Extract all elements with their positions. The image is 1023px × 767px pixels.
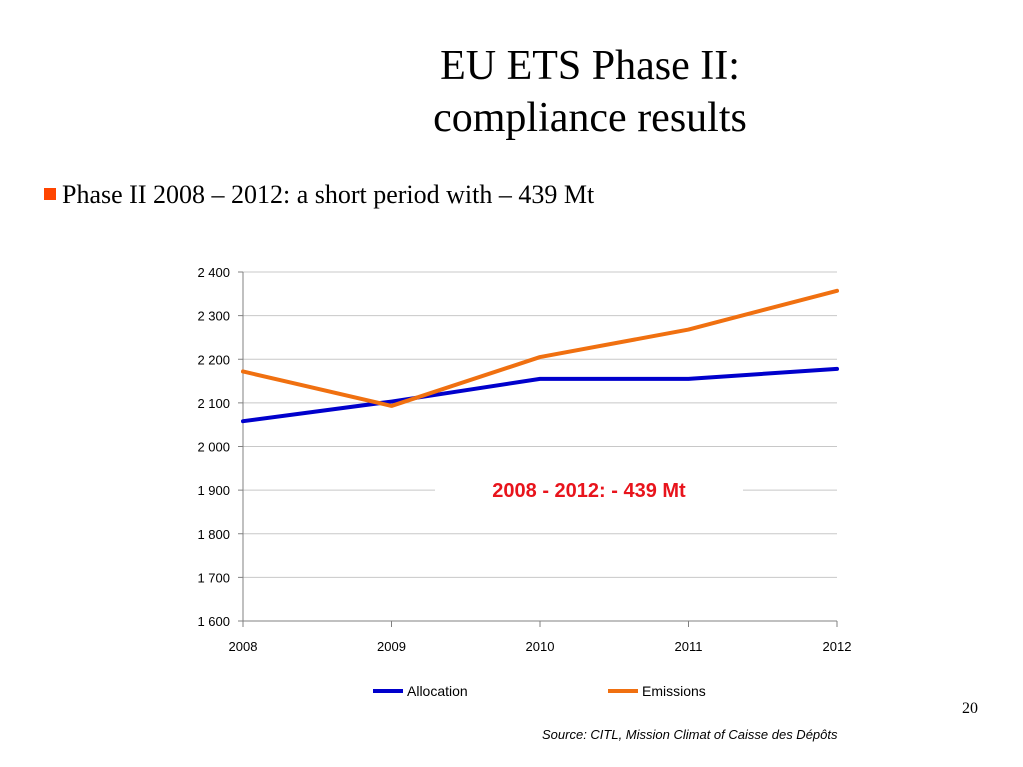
- x-tick-label: 2012: [823, 639, 852, 654]
- y-tick-label: 2 200: [197, 352, 230, 367]
- data-point-emissions: [539, 356, 541, 358]
- data-point-allocation: [836, 368, 838, 370]
- y-tick-label: 2 400: [197, 265, 230, 280]
- series-line-allocation: [241, 366, 839, 424]
- legend-label-emissions: Emissions: [642, 683, 706, 699]
- data-point-emissions: [836, 290, 838, 292]
- data-point-emissions: [242, 370, 244, 372]
- slide-title-line-1: EU ETS Phase II:: [440, 43, 740, 89]
- chart-annotation: 2008 - 2012: - 439 Mt: [492, 480, 686, 502]
- data-point-allocation: [242, 420, 244, 422]
- bullet-text: Phase II 2008 – 2012: a short period wit…: [62, 180, 595, 209]
- y-tick-label: 1 900: [197, 483, 230, 498]
- y-tick-label: 2 300: [197, 309, 230, 324]
- annotation-background: [435, 476, 743, 505]
- data-point-allocation: [391, 401, 392, 403]
- x-tick-label: 2010: [526, 639, 555, 654]
- square-bullet-icon: [44, 188, 56, 200]
- y-tick-label: 2 100: [197, 396, 230, 411]
- y-tick-label: 1 700: [197, 570, 230, 585]
- legend-label-allocation: Allocation: [407, 683, 468, 699]
- series-line-emissions: [241, 288, 839, 408]
- slide-title: EU ETS Phase II: compliance results: [380, 40, 800, 144]
- y-tick-label: 1 800: [197, 527, 230, 542]
- page-number: 20: [962, 700, 978, 717]
- y-tick-label: 2 000: [197, 440, 230, 455]
- bullet-point: Phase II 2008 – 2012: a short period wit…: [44, 178, 594, 212]
- data-point-emissions: [688, 329, 689, 331]
- x-tick-label: 2008: [229, 639, 258, 654]
- x-tick-label: 2011: [675, 639, 703, 654]
- x-tick-label: 2009: [377, 639, 406, 654]
- slide-title-line-2: compliance results: [433, 95, 747, 141]
- data-point-allocation: [688, 378, 689, 380]
- data-point-emissions: [391, 405, 392, 407]
- source-note: Source: CITL, Mission Climat of Caisse d…: [542, 727, 838, 742]
- y-tick-label: 1 600: [197, 614, 230, 629]
- data-point-allocation: [539, 378, 541, 380]
